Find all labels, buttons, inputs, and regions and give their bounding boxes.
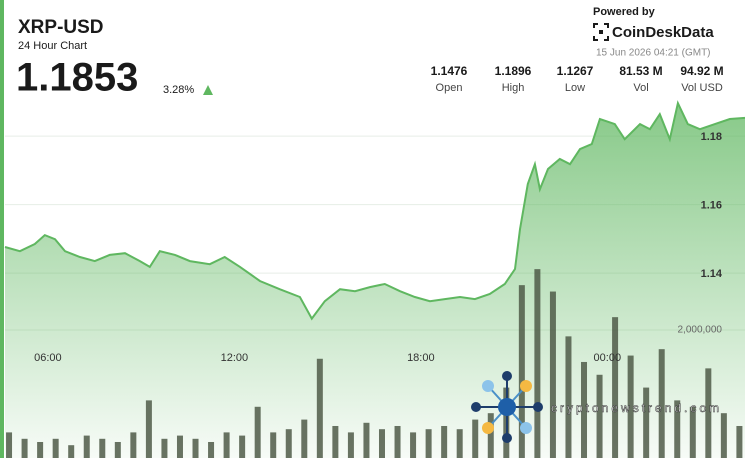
volume-bar: [301, 419, 308, 458]
y-tick-label: 1.18: [701, 131, 722, 143]
volume-bar: [596, 374, 603, 458]
y2-tick-label: 2,000,000: [678, 325, 723, 336]
y-tick-label: 1.16: [701, 199, 722, 211]
volume-bar: [736, 425, 743, 458]
price-area: [5, 103, 745, 458]
y-tick-label: 1.14: [701, 268, 723, 280]
x-tick-label: 18:00: [407, 352, 435, 364]
volume-bar: [37, 441, 44, 458]
volume-bar: [441, 425, 448, 458]
volume-bar: [208, 441, 215, 458]
powered-by: Powered by: [593, 6, 656, 18]
volume-bar: [68, 445, 75, 458]
volume-bar: [270, 432, 277, 458]
volume-bar: [394, 425, 401, 458]
volume-bar: [612, 317, 619, 458]
watermark-logo: [471, 371, 543, 443]
volume-bar: [145, 400, 152, 458]
volume-bar: [6, 432, 13, 458]
volume-bar: [192, 438, 199, 458]
volume-bar: [658, 349, 665, 458]
volume-bar: [239, 435, 246, 458]
volume-bar: [223, 432, 230, 458]
volume-bar: [21, 438, 28, 458]
volume-bar: [316, 358, 323, 458]
up-arrow: [203, 85, 213, 95]
volume-bar: [456, 429, 463, 458]
volume-bar: [83, 435, 90, 458]
accent-bar: [0, 0, 4, 458]
volume-bar: [689, 406, 696, 458]
timestamp: 15 Jun 2026 04:21 (GMT): [596, 48, 711, 59]
volume-bar: [378, 429, 385, 458]
volume-bar: [705, 368, 712, 458]
stat-value: 1.1267: [557, 64, 594, 78]
volume-bar: [410, 432, 417, 458]
volume-bar: [161, 438, 168, 458]
volume-bar: [534, 269, 541, 458]
brand: CoinDeskData: [612, 24, 714, 41]
subtitle: 24 Hour Chart: [18, 40, 87, 52]
stat-value: 1.1896: [495, 64, 532, 78]
plot: 1.14 1.16 1.18 2,000,000 06:00 12:00 18:00 00:0…: [4, 100, 745, 458]
volume-bar: [425, 429, 432, 458]
stat-value: 1.1476: [431, 64, 468, 78]
volume-bar: [130, 432, 137, 458]
volume-bar: [565, 336, 572, 458]
volume-bar: [363, 422, 370, 458]
volume-bar: [627, 355, 634, 458]
x-tick-label: 12:00: [221, 352, 249, 364]
x-tick-label: 00:00: [594, 352, 622, 364]
stat-label: Vol: [633, 82, 648, 94]
volume-bar: [114, 441, 121, 458]
volume-bar: [99, 438, 106, 458]
volume-bar: [549, 291, 556, 458]
price-line: [4, 100, 745, 321]
volume-bar: [332, 425, 339, 458]
stat-label: Open: [436, 82, 463, 94]
stat-label: Low: [565, 82, 585, 94]
volume-bar: [518, 285, 525, 458]
volume-bar: [720, 413, 727, 458]
volume-bar: [472, 419, 479, 458]
volume-bar: [254, 406, 261, 458]
volume-bar: [347, 432, 354, 458]
volume-bar: [176, 435, 183, 458]
stats: 1.1476 Open 1.1896 High 1.1267 Low 81.53 M Vol 9…: [431, 64, 724, 94]
volume-bar: [643, 387, 650, 458]
price: 1.1853: [16, 56, 138, 100]
stat-label: Vol USD: [681, 82, 723, 94]
title: XRP-USD: [18, 17, 104, 38]
volume-bar: [487, 413, 494, 458]
volume-bar: [674, 400, 681, 458]
change: 3.28%: [163, 84, 194, 96]
volume-bar: [52, 438, 59, 458]
stat-value: 81.53 M: [619, 64, 662, 78]
brand-logo: [593, 23, 609, 41]
x-tick-label: 06:00: [34, 352, 62, 364]
volume-bar: [581, 361, 588, 458]
watermark: cryptonewstrend.com: [551, 401, 722, 415]
volume-bar: [285, 429, 292, 458]
stat-label: High: [502, 82, 525, 94]
stat-value: 94.92 M: [680, 64, 723, 78]
